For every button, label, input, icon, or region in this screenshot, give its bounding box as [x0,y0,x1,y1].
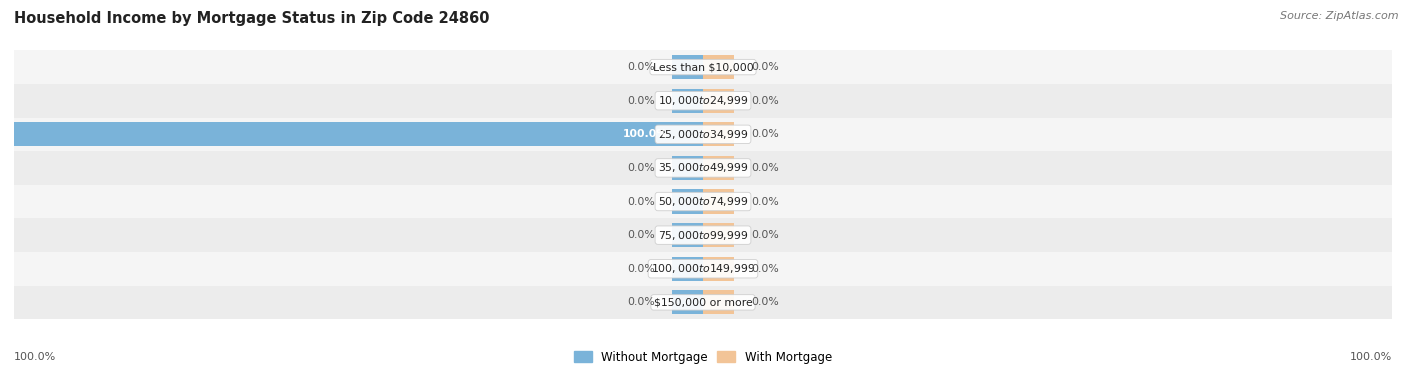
Text: 0.0%: 0.0% [751,264,779,274]
Text: 0.0%: 0.0% [751,62,779,72]
Text: $10,000 to $24,999: $10,000 to $24,999 [658,94,748,107]
Bar [703,122,734,146]
Text: Source: ZipAtlas.com: Source: ZipAtlas.com [1281,11,1399,21]
Text: Household Income by Mortgage Status in Zip Code 24860: Household Income by Mortgage Status in Z… [14,11,489,26]
Bar [14,151,1392,185]
Text: 0.0%: 0.0% [751,163,779,173]
Text: $150,000 or more: $150,000 or more [654,297,752,307]
Bar [703,189,734,214]
Text: 0.0%: 0.0% [627,196,655,207]
Text: 100.0%: 100.0% [1350,352,1392,362]
Text: $35,000 to $49,999: $35,000 to $49,999 [658,161,748,175]
Text: 100.0%: 100.0% [623,129,669,139]
Text: 0.0%: 0.0% [627,297,655,307]
Text: 0.0%: 0.0% [751,230,779,240]
Text: $25,000 to $34,999: $25,000 to $34,999 [658,128,748,141]
Bar [672,55,703,79]
Bar [672,223,703,247]
Bar [672,156,703,180]
Text: 0.0%: 0.0% [627,62,655,72]
Bar [672,290,703,314]
Bar [14,50,1392,84]
Text: $75,000 to $99,999: $75,000 to $99,999 [658,228,748,242]
Bar [703,223,734,247]
Text: 0.0%: 0.0% [751,196,779,207]
Bar [672,89,703,113]
Text: 0.0%: 0.0% [751,297,779,307]
Bar [703,55,734,79]
Bar [672,257,703,281]
Bar [14,118,1392,151]
Bar [703,257,734,281]
Bar [703,156,734,180]
Bar [14,252,1392,285]
Text: 0.0%: 0.0% [627,230,655,240]
Bar [14,185,1392,218]
Bar [672,189,703,214]
Bar [703,89,734,113]
Text: 100.0%: 100.0% [14,352,56,362]
Text: 0.0%: 0.0% [751,129,779,139]
Text: 0.0%: 0.0% [627,264,655,274]
Text: 0.0%: 0.0% [751,96,779,106]
Text: $100,000 to $149,999: $100,000 to $149,999 [651,262,755,275]
Bar [14,218,1392,252]
Bar [703,290,734,314]
Bar [14,285,1392,319]
Bar [14,122,703,146]
Legend: Without Mortgage, With Mortgage: Without Mortgage, With Mortgage [569,346,837,369]
Text: 0.0%: 0.0% [627,96,655,106]
Text: 0.0%: 0.0% [627,163,655,173]
Text: $50,000 to $74,999: $50,000 to $74,999 [658,195,748,208]
Text: Less than $10,000: Less than $10,000 [652,62,754,72]
Bar [14,84,1392,118]
